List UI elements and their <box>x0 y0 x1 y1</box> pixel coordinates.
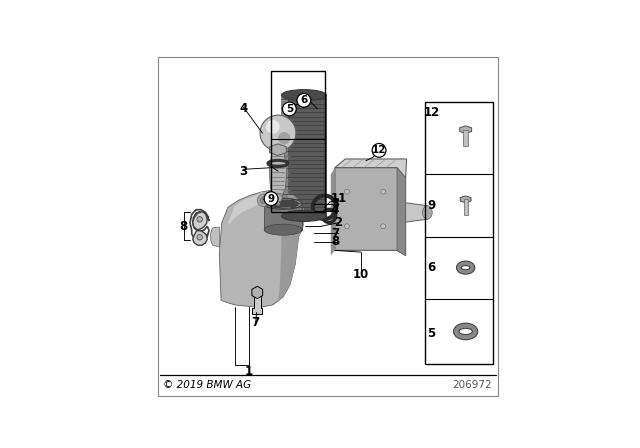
Polygon shape <box>282 95 287 216</box>
Ellipse shape <box>422 206 432 219</box>
Text: 10: 10 <box>353 268 369 281</box>
Ellipse shape <box>268 199 298 208</box>
Bar <box>425 102 493 364</box>
Polygon shape <box>463 129 468 146</box>
Circle shape <box>197 216 202 222</box>
Circle shape <box>274 194 282 202</box>
Text: 5: 5 <box>285 104 293 114</box>
Polygon shape <box>460 126 472 134</box>
Text: 7: 7 <box>252 316 260 329</box>
Circle shape <box>344 190 349 194</box>
Polygon shape <box>282 95 326 216</box>
Polygon shape <box>463 199 468 215</box>
Bar <box>271 71 324 212</box>
Text: 9: 9 <box>268 194 275 204</box>
Polygon shape <box>211 227 220 247</box>
Circle shape <box>276 202 280 206</box>
Polygon shape <box>269 148 287 196</box>
Polygon shape <box>228 192 262 224</box>
Polygon shape <box>335 168 406 255</box>
Circle shape <box>264 192 278 206</box>
Polygon shape <box>397 168 406 255</box>
Ellipse shape <box>282 90 326 101</box>
Text: 206972: 206972 <box>452 380 492 390</box>
Polygon shape <box>335 159 406 178</box>
Polygon shape <box>331 168 335 255</box>
Text: 5: 5 <box>428 327 436 340</box>
Circle shape <box>197 234 202 240</box>
Text: 7: 7 <box>331 227 339 240</box>
Text: 3: 3 <box>239 164 248 177</box>
Text: 3: 3 <box>331 197 339 210</box>
Text: 8: 8 <box>179 220 188 233</box>
Circle shape <box>257 194 269 207</box>
Text: © 2019 BMW AG: © 2019 BMW AG <box>163 380 252 390</box>
Polygon shape <box>269 144 286 155</box>
Circle shape <box>260 197 267 204</box>
Circle shape <box>372 143 386 157</box>
Text: 9: 9 <box>428 199 436 212</box>
Circle shape <box>278 132 291 145</box>
Circle shape <box>297 94 311 107</box>
Text: 12: 12 <box>424 106 440 119</box>
Text: 2: 2 <box>334 216 342 229</box>
Ellipse shape <box>282 211 326 221</box>
Circle shape <box>344 224 349 228</box>
Circle shape <box>282 102 296 116</box>
Polygon shape <box>193 212 207 230</box>
Ellipse shape <box>264 198 302 209</box>
Polygon shape <box>252 286 262 299</box>
Ellipse shape <box>264 224 302 235</box>
Text: 4: 4 <box>239 103 248 116</box>
Text: 8: 8 <box>331 235 339 248</box>
Polygon shape <box>278 192 305 302</box>
Text: 6: 6 <box>428 261 436 274</box>
Text: 6: 6 <box>300 95 307 105</box>
Polygon shape <box>406 203 428 222</box>
Circle shape <box>260 115 296 151</box>
Circle shape <box>381 224 386 228</box>
Polygon shape <box>220 190 305 307</box>
Text: 11: 11 <box>330 192 346 205</box>
Polygon shape <box>264 204 302 230</box>
Polygon shape <box>252 293 262 314</box>
Circle shape <box>266 120 280 134</box>
Circle shape <box>381 190 386 194</box>
Polygon shape <box>460 196 471 203</box>
Text: 12: 12 <box>372 145 387 155</box>
Text: 1: 1 <box>244 365 253 378</box>
Text: 4: 4 <box>331 204 339 217</box>
Polygon shape <box>193 231 207 245</box>
